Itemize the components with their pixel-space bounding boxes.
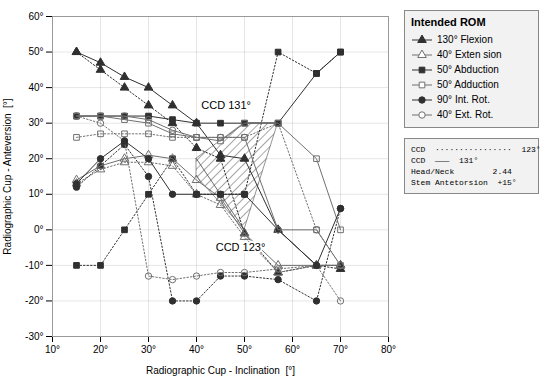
svg-text:20°: 20° [93,344,108,355]
html-text:40° Exten sion: 40° Exten sion [437,49,502,60]
html-text:130° Flexion: 130° Flexion [437,34,493,45]
svg-text:30°: 30° [141,344,156,355]
html-text:CCD ················ 123° CCD: CCD ················ 123° CCD ——— 131° H… [411,145,541,187]
svg-text:CCD 131°: CCD 131° [201,99,251,111]
html-text:40° Ext. Rot.: 40° Ext. Rot. [437,109,494,120]
svg-text:-20°: -20° [25,295,43,306]
svg-text:50°: 50° [28,46,43,57]
svg-text:Radiographic Cup - Inclination: Radiographic Cup - Inclination [°] [146,365,295,376]
svg-text:-10°: -10° [25,260,43,271]
svg-text:20°: 20° [28,153,43,164]
svg-text:50°: 50° [237,344,252,355]
svg-text:10°: 10° [28,188,43,199]
svg-text:10°: 10° [45,344,60,355]
svg-text:-30°: -30° [25,331,43,342]
svg-text:60°: 60° [28,11,43,22]
svg-text:CCD 123°: CCD 123° [216,241,266,253]
html-text:90° Int. Rot.: 90° Int. Rot. [437,94,490,105]
svg-text:30°: 30° [28,117,43,128]
svg-text:70°: 70° [333,344,348,355]
svg-text:0°: 0° [34,224,44,235]
html-text:50° Adduction: 50° Adduction [437,79,499,90]
html-text:Intended ROM: Intended ROM [411,16,486,28]
html-text:50° Abduction: 50° Abduction [437,64,499,75]
svg-text:40°: 40° [28,82,43,93]
svg-text:Radiographic Cup - Anteversion: Radiographic Cup - Anteversion [°] [2,98,13,255]
svg-text:40°: 40° [189,344,204,355]
svg-text:80°: 80° [381,344,396,355]
svg-text:60°: 60° [285,344,300,355]
